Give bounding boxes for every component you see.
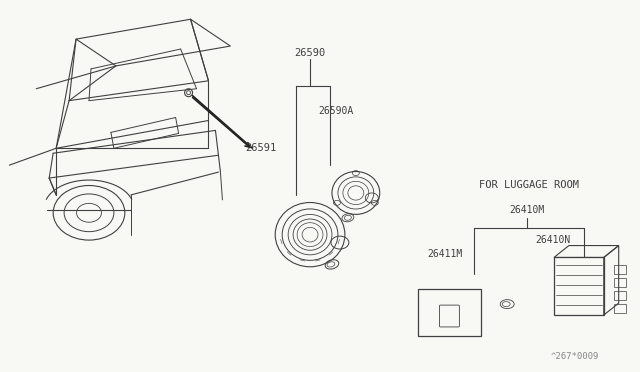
Text: ^267*0009: ^267*0009 (550, 352, 599, 361)
Text: 26590: 26590 (294, 48, 326, 58)
Text: 26410M: 26410M (509, 205, 545, 215)
Text: 26411M: 26411M (427, 250, 462, 260)
Text: 26590A: 26590A (318, 106, 353, 116)
Text: 26410N: 26410N (536, 235, 571, 245)
Text: FOR LUGGAGE ROOM: FOR LUGGAGE ROOM (479, 180, 579, 190)
Text: 26591: 26591 (245, 143, 276, 153)
